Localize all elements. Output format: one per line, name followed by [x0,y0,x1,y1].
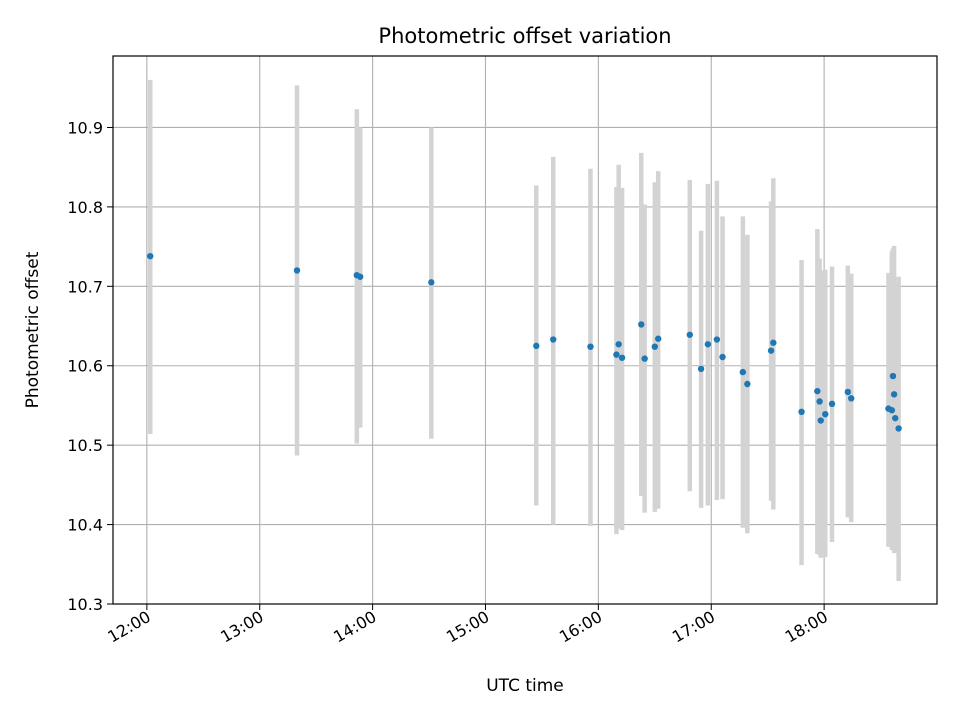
y-tick-label: 10.9 [67,118,103,137]
data-point [697,365,705,373]
data-point [641,355,648,362]
y-tick-label: 10.3 [67,595,103,614]
y-tick-label: 10.8 [67,198,103,217]
data-point [293,267,301,274]
data-point [686,331,693,338]
x-tick-label: 12:00 [104,607,153,647]
data-point [848,395,855,402]
x-tick-label: 18:00 [782,607,831,647]
plot-frame [112,55,938,605]
chart-title: Photometric offset variation [378,24,671,48]
data-point [357,273,364,280]
data-point [587,343,594,350]
data-point [814,387,821,395]
y-tick-label: 10.7 [67,277,103,296]
y-tick-label: 10.6 [67,357,103,376]
data-point [767,347,775,354]
data-point [770,339,777,346]
data-points [147,252,902,432]
x-tick-label: 16:00 [556,607,605,647]
y-axis-ticks: 10.3 10.4 10.5 10.6 10.7 10.8 10.9 [67,118,113,614]
x-axis-ticks: 12:00 13:00 14:00 15:00 16:00 17:00 18:00 [104,604,831,647]
data-point [817,417,824,424]
data-point [651,343,659,350]
data-point [428,279,435,286]
data-point [890,391,898,398]
data-point [816,398,823,405]
data-point [744,380,751,388]
x-tick-label: 15:00 [443,607,492,647]
data-point [892,414,899,422]
data-point [739,368,747,376]
data-point [828,400,836,408]
data-point [895,425,902,432]
data-point [147,252,154,260]
grid-lines [113,56,937,605]
data-point [822,410,829,418]
error-bars [147,79,901,581]
data-point [798,408,805,416]
data-point [654,335,662,342]
data-point [638,321,645,328]
data-point [713,336,721,343]
data-point [615,341,622,348]
y-axis-label: Photometric offset [23,251,43,408]
data-point [719,353,726,361]
x-tick-label: 13:00 [217,607,266,647]
data-point [704,341,712,348]
data-point [888,407,896,414]
data-point [889,372,897,380]
x-tick-label: 17:00 [669,607,718,647]
data-point [618,354,626,361]
data-point [844,388,852,396]
y-tick-label: 10.4 [67,516,103,535]
y-tick-label: 10.5 [67,436,103,455]
x-axis-label: UTC time [486,676,564,696]
x-tick-label: 14:00 [330,607,379,647]
data-point [533,342,540,350]
data-point [613,351,620,358]
data-point [550,336,557,343]
